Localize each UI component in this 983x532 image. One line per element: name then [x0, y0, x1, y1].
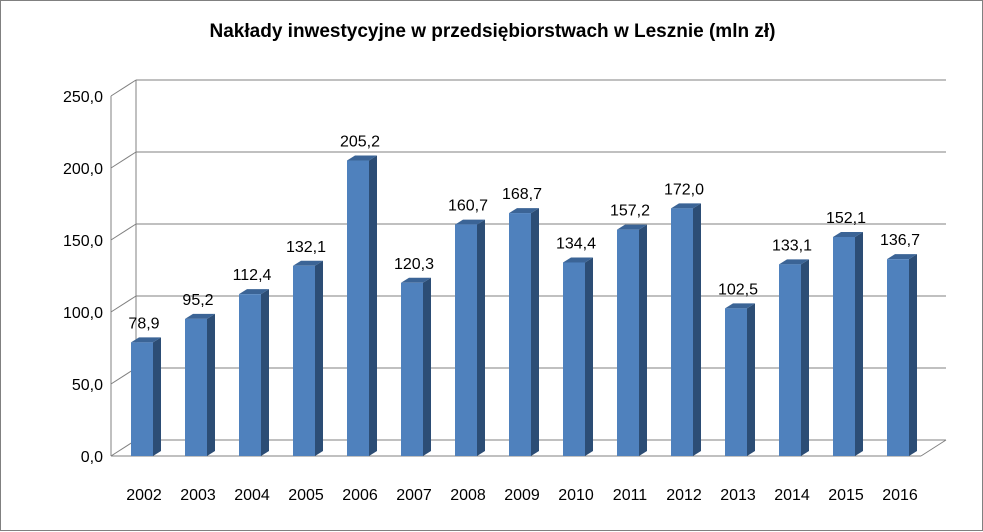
- bar: [671, 208, 693, 456]
- bar-top: [239, 289, 269, 295]
- bar-side: [585, 257, 593, 456]
- x-tick-label: 2002: [126, 487, 162, 504]
- floor-right-edge: [920, 439, 947, 457]
- data-label: 78,9: [128, 315, 159, 332]
- x-tick-label: 2003: [180, 487, 216, 504]
- data-label: 132,1: [286, 239, 326, 256]
- bar-top: [779, 259, 809, 265]
- gridline-depth: [110, 151, 137, 169]
- bar-top: [725, 303, 755, 309]
- bar-top: [131, 337, 161, 343]
- bar-side: [261, 289, 269, 456]
- bar-side: [207, 313, 215, 456]
- bar: [347, 160, 369, 456]
- bar-side: [369, 155, 377, 456]
- y-tick-label: 100,0: [63, 305, 103, 322]
- bar: [779, 264, 801, 456]
- y-tick-label: 0,0: [81, 449, 103, 466]
- data-label: 133,1: [772, 237, 812, 254]
- bar: [887, 259, 909, 456]
- data-label: 205,2: [340, 134, 380, 151]
- y-tick-label: 250,0: [63, 89, 103, 106]
- bar-side: [315, 260, 323, 456]
- bar: [617, 229, 639, 456]
- bar: [401, 282, 423, 456]
- bar: [563, 262, 585, 456]
- bar-top: [887, 254, 917, 260]
- bar-side: [423, 277, 431, 456]
- x-tick-label: 2013: [720, 487, 756, 504]
- bar-top: [347, 155, 377, 161]
- data-label: 95,2: [182, 292, 213, 309]
- bar-side: [153, 337, 161, 456]
- x-tick-label: 2007: [396, 487, 432, 504]
- bar-top: [617, 224, 647, 230]
- bar-top: [671, 203, 701, 209]
- data-label: 112,4: [233, 267, 272, 284]
- data-label: 160,7: [448, 198, 488, 215]
- data-label: 152,1: [826, 210, 866, 227]
- bar: [833, 236, 855, 456]
- gridline-depth: [110, 295, 137, 313]
- data-label: 168,7: [502, 186, 542, 203]
- x-tick-label: 2006: [342, 487, 378, 504]
- bar: [239, 294, 261, 456]
- y-tick-label: 200,0: [63, 161, 103, 178]
- bar-top: [509, 208, 539, 214]
- bar-side: [693, 203, 701, 456]
- data-label: 102,5: [718, 281, 758, 298]
- bar: [725, 308, 747, 456]
- y-tick-label: 150,0: [63, 233, 103, 250]
- bar-side: [477, 219, 485, 456]
- bar-side: [639, 224, 647, 456]
- bar-top: [293, 260, 323, 266]
- data-label: 172,0: [664, 181, 704, 198]
- bar: [509, 213, 531, 456]
- x-tick-label: 2015: [828, 487, 864, 504]
- data-label: 136,7: [880, 232, 920, 249]
- x-tick-label: 2009: [504, 487, 540, 504]
- bar: [185, 318, 207, 456]
- bar-top: [833, 231, 863, 237]
- gridline-depth: [110, 79, 137, 97]
- x-tick-label: 2005: [288, 487, 324, 504]
- bar-top: [455, 219, 485, 225]
- bar-side: [855, 231, 863, 456]
- data-label: 120,3: [394, 256, 434, 273]
- bar-top: [185, 313, 215, 319]
- data-label: 157,2: [610, 203, 650, 220]
- x-tick-label: 2004: [234, 487, 270, 504]
- bar-top: [401, 277, 431, 283]
- x-tick-label: 2008: [450, 487, 486, 504]
- bar-side: [801, 259, 809, 456]
- x-tick-label: 2014: [774, 487, 810, 504]
- gridline-depth: [110, 223, 137, 241]
- bar-top: [563, 257, 593, 263]
- y-tick-label: 50,0: [72, 377, 103, 394]
- bar-side: [909, 254, 917, 456]
- x-tick-label: 2012: [666, 487, 702, 504]
- x-tick-label: 2011: [613, 487, 648, 504]
- data-label: 134,4: [556, 235, 596, 252]
- bar: [293, 265, 315, 456]
- bar: [131, 342, 153, 456]
- bar-side: [531, 208, 539, 456]
- chart-title: Nakłady inwestycyjne w przedsiębiorstwac…: [209, 21, 776, 42]
- bar-side: [747, 303, 755, 456]
- x-tick-label: 2010: [558, 487, 594, 504]
- x-tick-label: 2016: [882, 487, 918, 504]
- bar: [455, 224, 477, 456]
